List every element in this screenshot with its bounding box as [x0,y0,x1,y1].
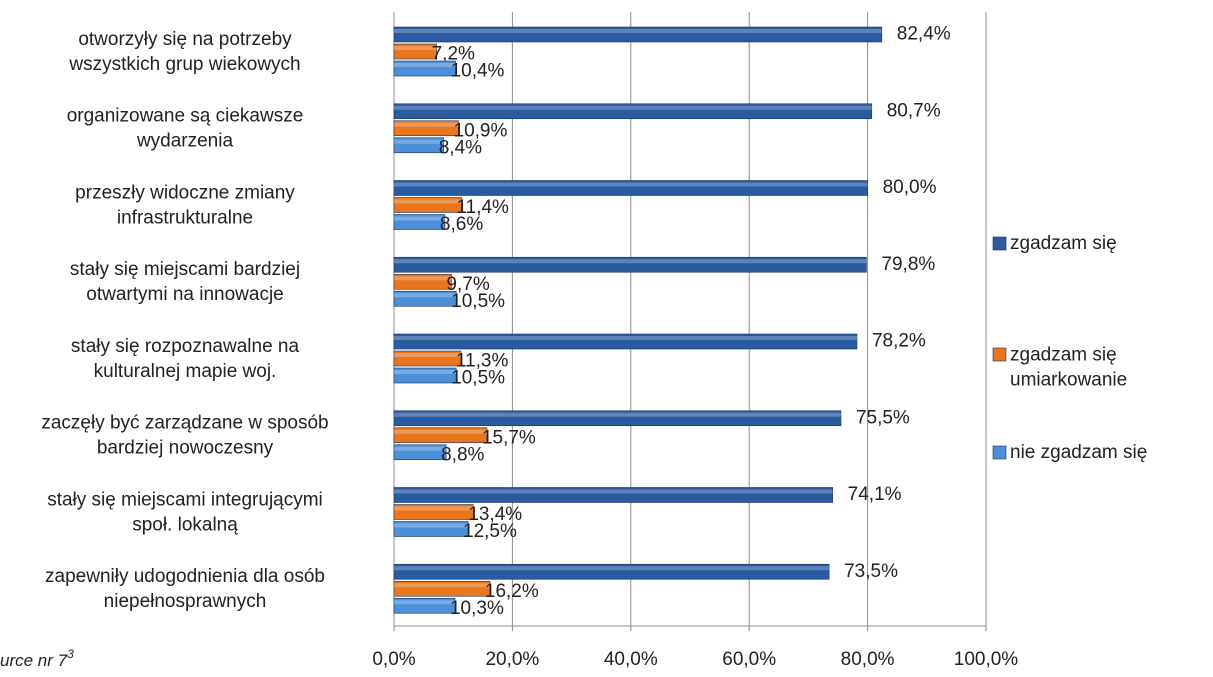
data-label: 15,7% [482,427,536,448]
bar-highlight [394,523,468,528]
bar [393,60,456,77]
bar [393,43,437,60]
bar-highlight [394,199,462,204]
category-label: otworzyły się na potrzeby wszystkich grup… [68,29,300,75]
bar [393,137,445,154]
category-label: stały się miejscami bardziej otwartymi na… [70,259,300,305]
category-label: przeszły widoczne zmiany infrastrukturaln… [75,182,295,228]
data-label: 16,2% [485,581,539,602]
bar-highlight [394,566,830,571]
bar [393,487,833,503]
bar [393,563,830,580]
category-label: stały się rozpoznawalne na kulturalnej ma… [71,336,300,382]
data-label: 80,0% [883,177,937,198]
legend-label: zgadzam się umiarkowanie [1010,345,1127,391]
bar-highlight [394,336,857,340]
data-label: 7,2% [432,44,475,65]
data-label: 13,4% [468,504,522,525]
bar [393,504,474,520]
category-label: zaczęły być zarządzane w sposób bardziej … [41,413,328,459]
data-label: 11,4% [456,197,509,218]
bar [393,521,469,537]
bar-highlight [394,293,457,298]
bar [393,26,883,43]
bar-highlight [394,46,437,50]
bar [393,180,868,196]
category-label: stały się miejscami integrującymi społ. l… [47,489,323,535]
bar [393,214,446,230]
bar-highlight [394,276,452,281]
data-label: 11,3% [456,351,509,372]
x-tick-label: 40,0% [604,649,658,670]
legend-label: zgadzam się [1010,233,1117,254]
bar-highlight [394,63,456,67]
bar-highlight [394,353,461,357]
data-label: 82,4% [897,24,951,45]
data-label: 12,5% [463,521,517,542]
x-tick-label: 0,0% [372,649,415,670]
data-label: 74,1% [848,484,902,505]
data-label: 10,4% [451,61,505,82]
bar [393,333,858,350]
data-label: 9,7% [446,274,489,295]
data-label: 73,5% [844,561,898,582]
bar-highlight [394,506,474,511]
bar-highlight [394,182,868,187]
bar [393,444,447,461]
bar-highlight [394,139,444,144]
bar-highlight [394,429,487,434]
data-label: 10,5% [451,291,505,312]
bar [393,120,459,137]
source-superscript: 3 [67,647,74,661]
bar-highlight [394,370,457,374]
data-label: 10,9% [454,120,508,141]
bar [393,580,491,597]
bar [393,103,873,120]
source-text: urce nr 7 [0,651,68,670]
data-label: 8,4% [439,137,482,158]
data-label: 80,7% [887,100,941,121]
x-tick-label: 100,0% [954,649,1019,670]
bar-highlight [394,412,841,417]
bar-highlight [394,446,447,451]
legend-swatch [992,445,1007,460]
legend-swatch [992,236,1007,251]
bar [393,427,488,444]
data-label: 8,8% [441,444,484,465]
category-label: zapewniły udogodnienia dla osób niepełnos… [45,566,325,612]
bar [393,197,462,213]
data-label: 10,5% [451,368,505,389]
category-label: organizowane są ciekawsze wydarzenia [67,106,304,152]
legend-label: nie zgadzam się [1010,442,1147,463]
bar-highlight [394,29,882,33]
data-label: 79,8% [881,254,935,275]
bar-highlight [394,600,455,605]
bar [393,290,457,307]
bar-highlight [394,105,872,110]
bar [393,350,462,367]
bar-highlight [394,583,490,588]
bar [393,597,456,614]
data-label: 75,5% [856,407,910,428]
bar-highlight [394,259,867,264]
bar [393,273,452,290]
legend-swatch [992,347,1007,362]
bar [393,367,457,384]
bar-highlight [394,489,833,494]
x-tick-label: 60,0% [722,649,776,670]
x-tick-label: 20,0% [485,649,539,670]
data-label: 10,3% [450,598,504,619]
bar [393,410,842,427]
data-label: 78,2% [872,331,926,352]
bar-highlight [394,122,459,127]
bar [393,256,867,273]
data-label: 8,6% [440,214,483,235]
source-note: urce nr 73 [0,647,74,670]
bar-highlight [394,216,445,221]
x-tick-label: 80,0% [841,649,895,670]
